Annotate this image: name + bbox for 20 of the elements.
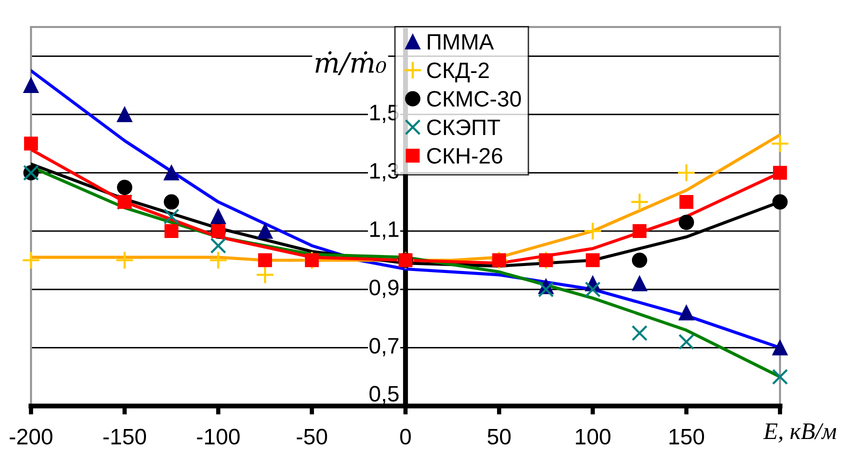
x-tick-label: 50 (488, 428, 511, 445)
y-tick-label: 1,1 (370, 222, 398, 240)
x-tick-label: 0 (400, 428, 411, 445)
legend-label: ПММА (428, 34, 494, 50)
legend-label: СКД-2 (427, 62, 489, 82)
legend-label: СКМС-30 (427, 90, 521, 107)
legend-label: СКЭПТ (427, 119, 500, 136)
x-tick-label: -100 (197, 428, 240, 445)
x-axis-title: E, кВ/м (763, 423, 836, 443)
x-tick-label: -150 (103, 428, 146, 445)
y-tick-label: 0,7 (369, 338, 398, 356)
x-tick-label: 100 (576, 428, 610, 445)
y-tick-label: 0,5 (369, 386, 399, 404)
x-tick-label: 150 (670, 428, 704, 445)
y-tick-label: 1,3 (370, 163, 399, 182)
legend-label: СКН-26 (427, 148, 502, 164)
y-axis-title: ṁ/ṁ₀ (316, 51, 386, 76)
y-tick-label: 0,9 (369, 280, 398, 298)
x-tick-label: -50 (296, 428, 328, 445)
x-tick-label: -200 (10, 428, 52, 445)
